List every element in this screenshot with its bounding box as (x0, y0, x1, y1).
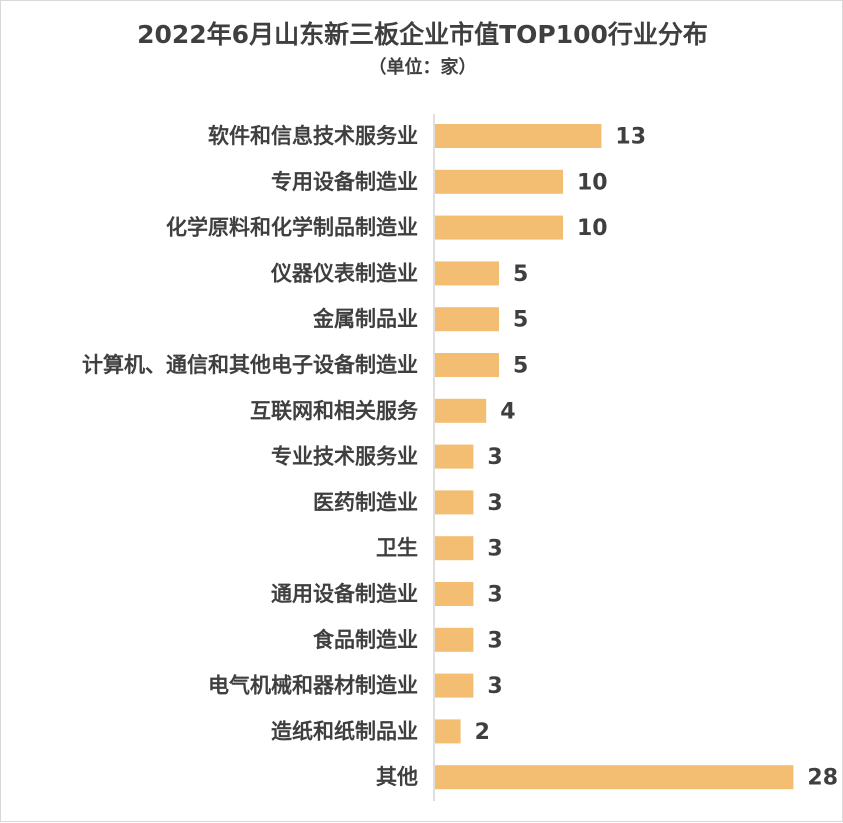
value-label-1: 10 (577, 170, 608, 195)
category-label-3: 仪器仪表制造业 (270, 261, 418, 285)
category-label-7: 专业技术服务业 (271, 445, 418, 469)
value-label-5: 5 (513, 354, 528, 379)
bar-11 (435, 627, 474, 652)
bar-14 (435, 765, 794, 790)
chart-subtitle: （单位：家） (368, 57, 477, 78)
category-label-0: 软件和信息技术服务业 (208, 124, 418, 148)
bar-6 (435, 398, 487, 423)
category-label-10: 通用设备制造业 (271, 582, 418, 606)
category-label-4: 金属制品业 (312, 307, 418, 331)
value-label-6: 4 (500, 399, 515, 424)
category-label-8: 医药制造业 (313, 490, 418, 514)
category-label-1: 专用设备制造业 (271, 170, 418, 194)
category-label-13: 造纸和纸制品业 (271, 719, 418, 743)
value-label-8: 3 (487, 491, 502, 516)
value-label-2: 10 (577, 216, 608, 241)
bar-2 (435, 215, 563, 240)
bar-10 (435, 582, 474, 606)
bar-1 (435, 169, 563, 194)
value-label-14: 28 (807, 766, 838, 791)
bar-3 (435, 261, 499, 286)
category-label-12: 电气机械和器材制造业 (208, 674, 418, 698)
value-label-11: 3 (487, 628, 502, 653)
bar-12 (435, 673, 474, 698)
bars-group (435, 124, 794, 790)
category-label-2: 化学原料和化学制品制造业 (166, 216, 418, 240)
bar-7 (435, 444, 474, 469)
bar-0 (435, 124, 602, 148)
category-label-14: 其他 (376, 765, 418, 789)
bar-8 (435, 490, 474, 515)
category-label-11: 食品制造业 (313, 628, 418, 652)
category-label-6: 互联网和相关服务 (250, 399, 419, 423)
value-label-10: 3 (487, 583, 502, 608)
value-label-12: 3 (487, 674, 502, 699)
value-label-0: 13 (615, 125, 646, 150)
bar-13 (435, 719, 461, 744)
labels-group: 软件和信息技术服务业 13 专用设备制造业 10 化学原料和化学制品制造业 10 仪器仪表制… (82, 124, 838, 791)
value-label-3: 5 (513, 262, 528, 287)
bar-9 (435, 536, 474, 561)
value-label-7: 3 (487, 445, 502, 470)
bar-5 (435, 353, 499, 377)
category-label-5: 计算机、通信和其他电子设备制造业 (82, 353, 418, 377)
bar-4 (435, 307, 499, 332)
value-label-4: 5 (513, 308, 528, 333)
category-label-9: 卫生 (376, 536, 418, 560)
value-label-13: 2 (475, 720, 490, 745)
chart-title: 2022年6月山东新三板企业市值TOP100行业分布 (137, 20, 708, 49)
value-label-9: 3 (487, 537, 502, 562)
